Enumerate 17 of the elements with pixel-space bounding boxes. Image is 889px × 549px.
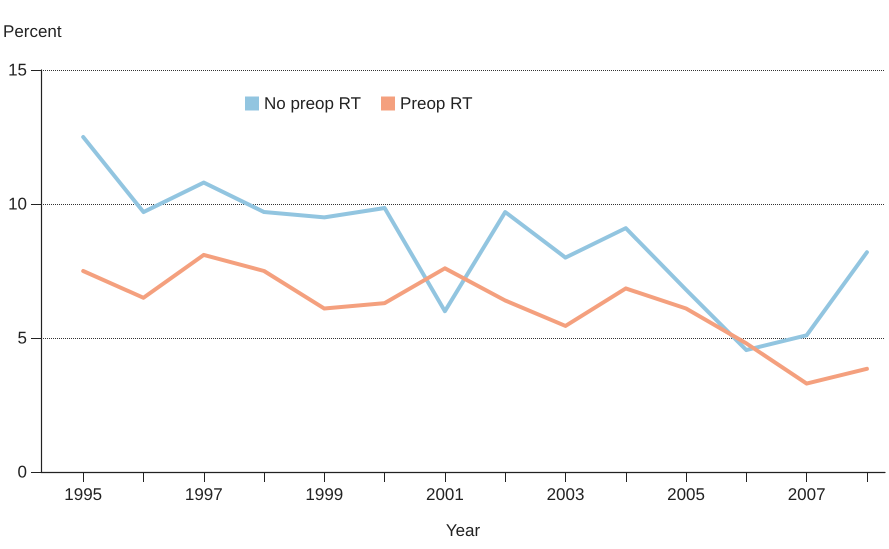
legend-label: Preop RT xyxy=(400,94,472,113)
x-tick-label: 2007 xyxy=(788,485,826,504)
x-axis-title: Year xyxy=(446,521,481,540)
x-tick-label: 2001 xyxy=(426,485,464,504)
line-series xyxy=(81,135,869,352)
y-tick-label: 10 xyxy=(8,194,27,214)
x-tick-label: 2003 xyxy=(546,485,584,504)
x-tick-label: 1999 xyxy=(305,485,344,504)
legend-label: No preop RT xyxy=(264,94,362,113)
line-series xyxy=(81,252,869,386)
y-tick-label: 5 xyxy=(18,328,27,348)
y-axis-title: Percent xyxy=(3,22,62,41)
y-tick-label: 15 xyxy=(8,60,27,80)
x-tick-label: 1997 xyxy=(184,485,223,504)
x-tick-label: 1995 xyxy=(64,485,102,504)
y-tick-label: 0 xyxy=(18,462,27,482)
x-tick-label: 2005 xyxy=(667,485,705,504)
